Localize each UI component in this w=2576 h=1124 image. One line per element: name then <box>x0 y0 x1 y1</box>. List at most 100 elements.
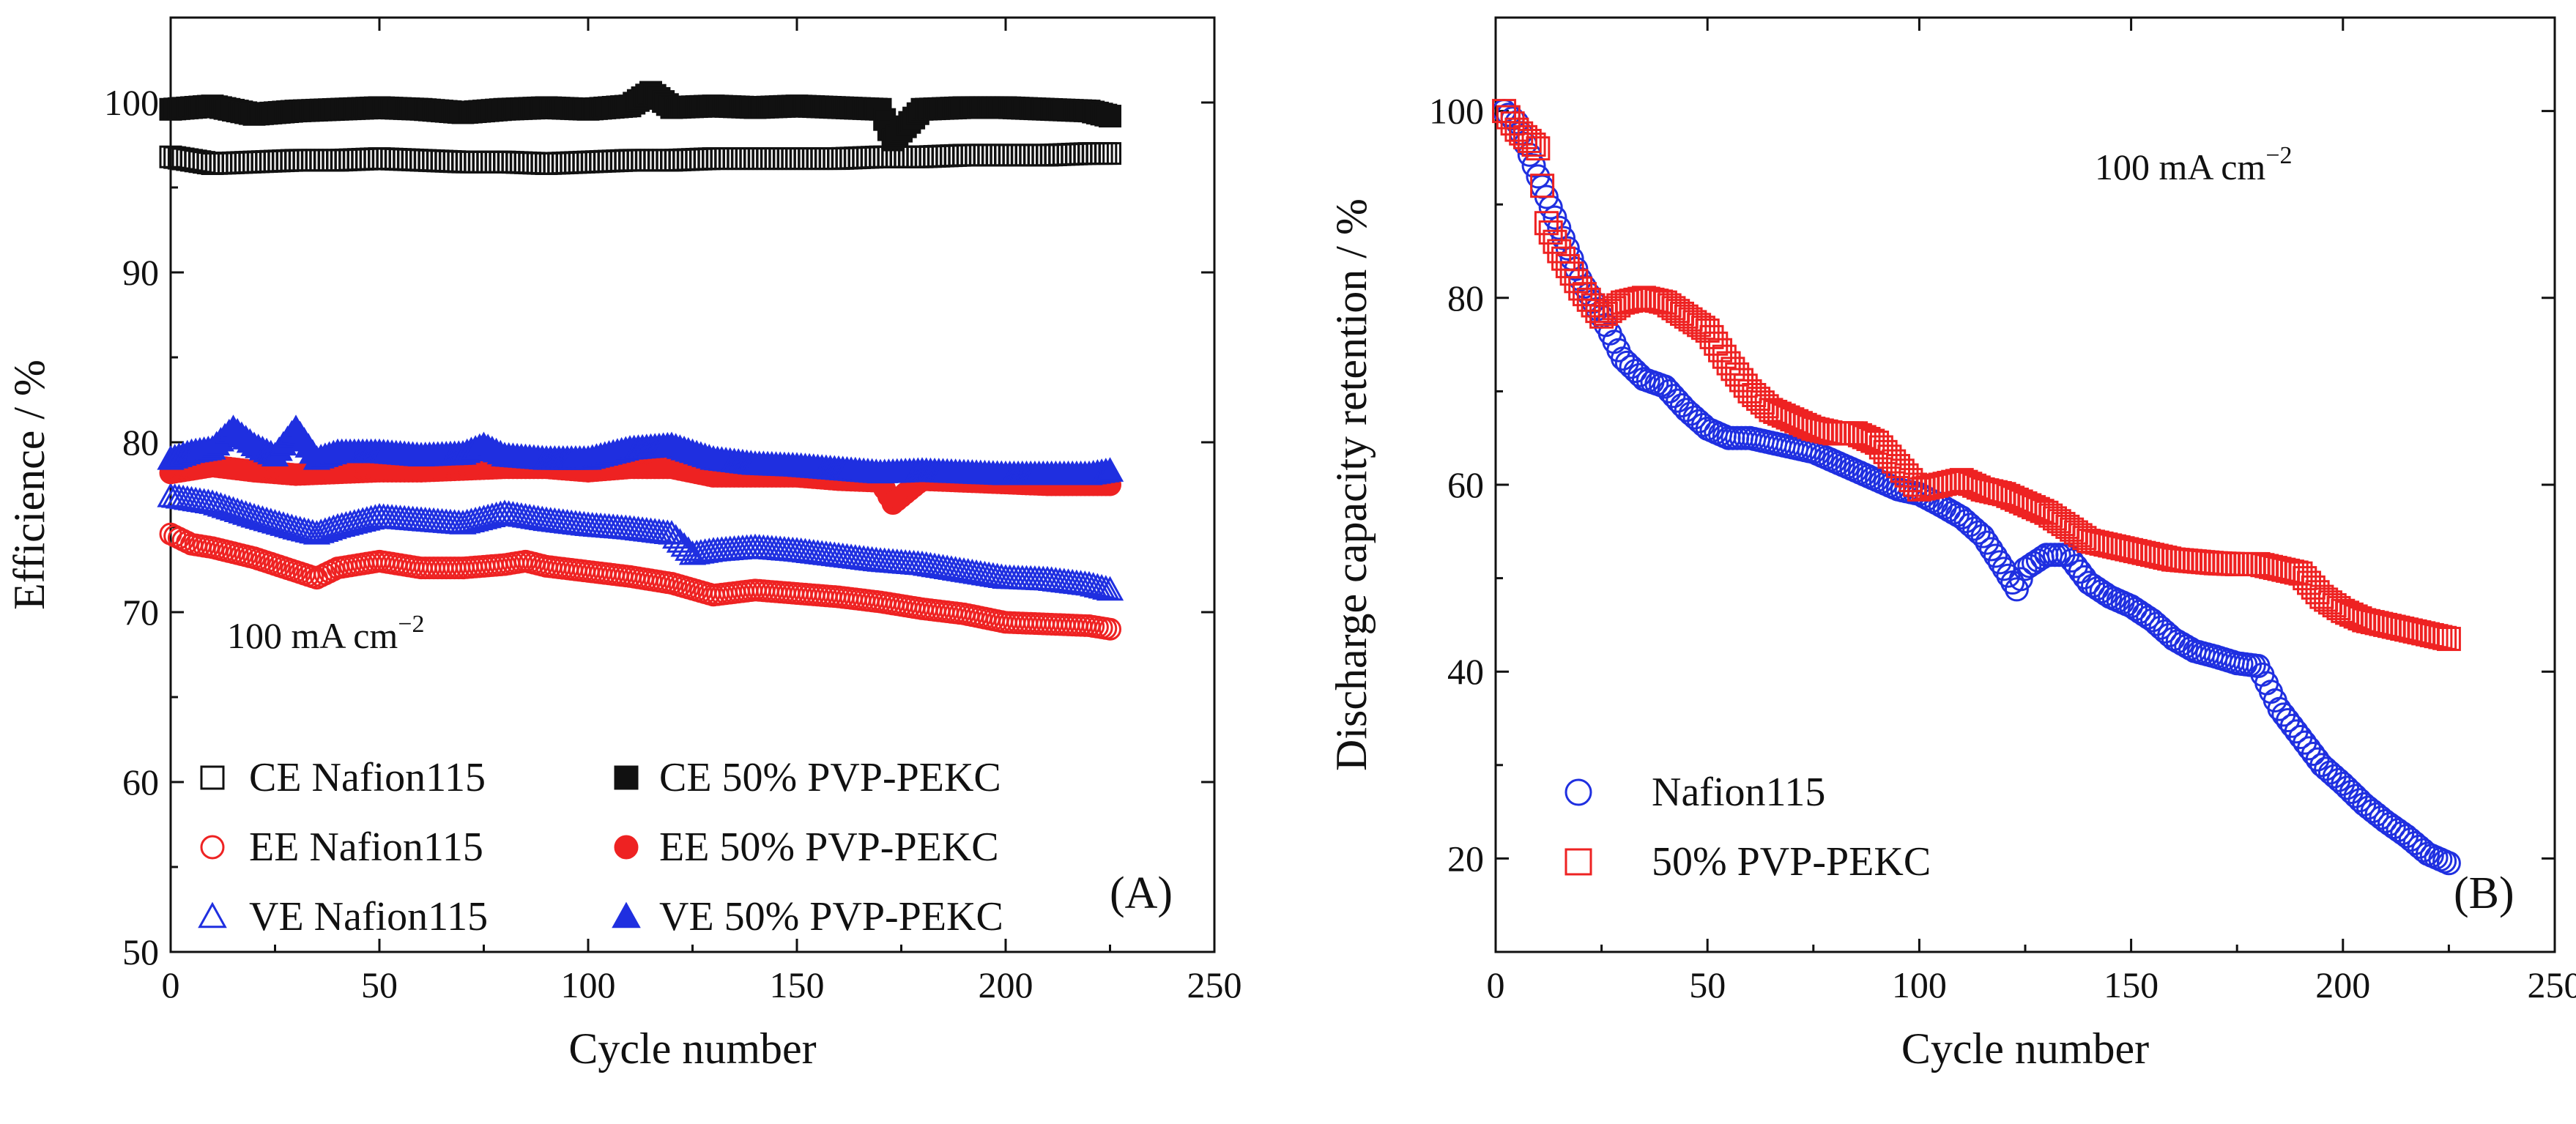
x-tick-label: 0 <box>162 964 180 1005</box>
data-point <box>1526 136 1551 161</box>
data-point <box>1695 318 1720 343</box>
legend-label: VE Nafion115 <box>249 894 488 939</box>
y-tick-label: 40 <box>1447 651 1484 692</box>
data-point <box>307 518 335 543</box>
data-point <box>1611 346 1636 371</box>
data-point <box>1096 576 1124 601</box>
data-point <box>1687 313 1712 338</box>
y-axis-label: Efficience / % <box>5 360 53 610</box>
data-point <box>1614 350 1639 375</box>
legend-marker <box>1564 848 1592 876</box>
series-ce-50-pvp-pekc <box>159 81 1121 152</box>
y-tick-label: 60 <box>122 762 159 803</box>
data-point <box>2008 567 2033 592</box>
data-point <box>228 499 256 524</box>
series-ve-50-pvp-pekc <box>157 414 1124 485</box>
chart-panel-b: 0 50 100 150 200 250 20 40 60 80 100 Cycle number Di… <box>1327 16 2576 1073</box>
data-point <box>2297 570 2322 595</box>
y-tick-label: 90 <box>122 252 159 293</box>
data-point <box>2373 808 2398 833</box>
data-point <box>2339 780 2364 805</box>
series-ee-nafion115 <box>159 522 1121 641</box>
data-point <box>1712 344 1737 369</box>
panel-label: (A) <box>1110 868 1173 918</box>
data-point <box>1099 105 1121 128</box>
data-point <box>1099 142 1121 165</box>
data-point <box>1555 253 1580 278</box>
data-point <box>1868 435 1893 460</box>
data-point <box>211 493 239 518</box>
y-tick-label: 50 <box>122 931 159 972</box>
x-tick-label: 250 <box>2528 964 2576 1005</box>
data-point <box>2331 771 2356 796</box>
legend-marker <box>198 901 227 928</box>
legend-label: VE 50% PVP-PEKC <box>659 894 1003 939</box>
data-point <box>1983 543 2008 568</box>
data-point <box>2377 811 2402 836</box>
x-tick-label: 50 <box>361 964 398 1005</box>
data-point <box>2364 802 2389 827</box>
data-point <box>2293 566 2317 591</box>
data-point <box>1652 374 1677 399</box>
data-point <box>675 536 702 561</box>
y-tick-label: 100 <box>104 82 159 123</box>
data-point <box>2386 818 2410 843</box>
data-point <box>1534 211 1559 236</box>
x-axis-label: Cycle number <box>568 1024 816 1073</box>
data-point <box>203 491 231 516</box>
current-density-annotation: 100 mA cm−2 <box>2095 142 2293 187</box>
x-tick-label: 100 <box>1892 964 1947 1005</box>
data-point <box>270 511 297 536</box>
legend: CE Nafion115 EE Nafion115 VE Nafion115 CE 5… <box>198 755 1003 939</box>
data-point <box>1657 379 1682 403</box>
data-point <box>2305 747 2330 772</box>
data-point <box>1975 530 2000 555</box>
legend-marker <box>612 901 641 928</box>
x-tick-label: 250 <box>1187 964 1242 1005</box>
y-tick-label: 100 <box>1429 91 1484 132</box>
data-point <box>1877 444 1902 469</box>
data-point <box>2407 834 2432 859</box>
x-tick-label: 200 <box>979 964 1033 1005</box>
data-point <box>1733 373 1758 398</box>
data-point <box>1564 269 1589 294</box>
data-point <box>1547 239 1572 264</box>
data-point <box>2436 627 2461 652</box>
data-point <box>2157 622 2182 647</box>
series-50-pvp-pekc <box>1492 99 2461 652</box>
data-point <box>1669 393 1694 418</box>
series-nafion115 <box>1492 99 2461 876</box>
panel-label: (B) <box>2454 868 2514 918</box>
data-point <box>2004 577 2029 602</box>
data-point <box>1890 458 1915 483</box>
data-point <box>1666 388 1690 413</box>
legend-label: EE Nafion115 <box>249 825 483 870</box>
data-point <box>219 496 248 521</box>
legend-marker <box>200 765 225 790</box>
legend-label: CE Nafion115 <box>249 755 486 800</box>
data-point <box>2288 561 2313 586</box>
legend-marker <box>200 835 225 860</box>
data-point <box>223 497 251 523</box>
data-point <box>265 510 293 535</box>
annotation-text: 100 mA cm <box>227 615 398 656</box>
annotation-text: 100 mA cm <box>2095 146 2265 187</box>
data-point <box>1708 338 1733 362</box>
data-point <box>1521 133 1546 157</box>
annotation-superscript: −2 <box>2265 142 2292 169</box>
data-point <box>1547 215 1572 240</box>
y-axis-label: Discharge capacity retention / % <box>1327 198 1376 771</box>
data-point <box>440 509 469 534</box>
data-point <box>245 504 272 529</box>
data-point <box>311 517 339 542</box>
y-tick-label: 20 <box>1447 838 1484 879</box>
data-point <box>1873 439 1898 464</box>
current-density-annotation: 100 mA cm−2 <box>227 611 425 656</box>
data-point <box>1543 205 1567 230</box>
x-tick-label: 200 <box>2315 964 2370 1005</box>
x-tick-label: 100 <box>561 964 616 1005</box>
x-tick-label: 0 <box>1487 964 1505 1005</box>
data-point <box>1551 226 1576 250</box>
